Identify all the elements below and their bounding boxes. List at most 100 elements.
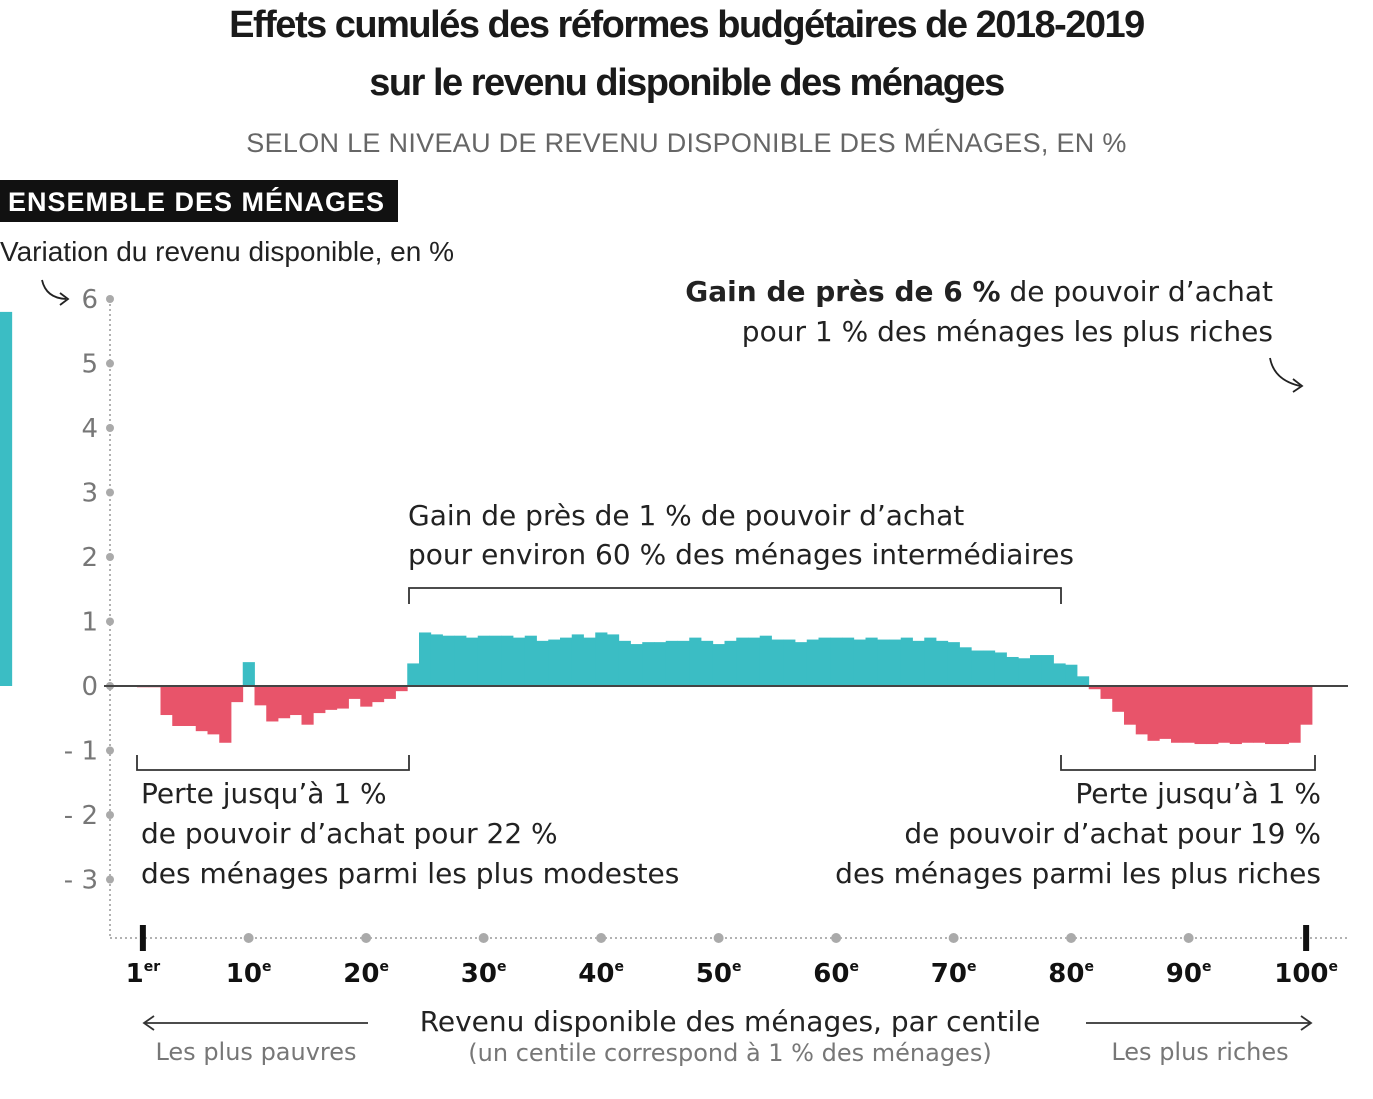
chart-title-line1: Effets cumulés des réformes budgétaires … — [229, 4, 1145, 46]
y-tick-label: 6 — [81, 285, 98, 315]
bar-centile-4 — [172, 686, 185, 726]
bar-centile-48 — [689, 637, 702, 686]
bar-centile-34 — [524, 635, 537, 686]
annotation-left-line3: des ménages parmi les plus modestes — [141, 857, 679, 890]
y-tick-dot — [106, 359, 114, 368]
x-tick-label: 100e — [1274, 959, 1338, 989]
x-tick-dot — [478, 933, 489, 943]
bar-centile-55 — [771, 639, 784, 686]
x-tick-mark — [139, 925, 146, 951]
bar-centile-5 — [184, 686, 197, 726]
annotations: Gain de près de 6 % de pouvoir d’achat po… — [136, 275, 1321, 890]
bar-centile-21 — [372, 686, 385, 703]
bar-centile-54 — [759, 635, 772, 686]
x-tick-dot — [713, 933, 724, 943]
bar-centile-66 — [900, 637, 913, 686]
annotation-middle-line2: pour environ 60 % des ménages intermédia… — [408, 538, 1074, 571]
bar-centile-70 — [947, 642, 960, 686]
bar-centile-79 — [1053, 663, 1066, 686]
bar-centile-93 — [1218, 686, 1231, 743]
bar-centile-91 — [1194, 686, 1207, 745]
bar-centile-12 — [266, 686, 279, 722]
bar-centile-10 — [242, 662, 255, 686]
bar-centile-8 — [219, 686, 232, 743]
y-tick-dot — [106, 746, 114, 755]
bar-centile-87 — [1147, 686, 1160, 741]
bar-centile-16 — [313, 686, 326, 714]
x-tick-label: 30e — [461, 959, 507, 989]
bar-centile-23 — [395, 686, 408, 692]
bar-centile-57 — [795, 642, 808, 686]
annotation-top-right-line2: pour 1 % des ménages les plus riches — [742, 315, 1273, 348]
direction-label-right: Les plus riches — [1111, 1038, 1288, 1066]
bar-centile-82 — [1088, 686, 1101, 690]
annotation-left-bracket — [136, 755, 410, 771]
chart-title-line2: sur le revenu disponible des ménages — [369, 62, 1005, 104]
bar-centile-37 — [560, 637, 573, 686]
bar-centile-50 — [712, 644, 725, 686]
y-tick-label: 0 — [81, 672, 98, 702]
bar-centile-84 — [1112, 686, 1125, 712]
y-tick-dot — [106, 295, 114, 303]
bar-centile-77 — [1030, 655, 1043, 686]
y-axis-title: Variation du revenu disponible, en % — [0, 236, 455, 267]
x-tick-label: 40e — [578, 959, 624, 989]
x-tick-label: 20e — [343, 959, 389, 989]
annotation-top-right-arrow-head — [1292, 378, 1304, 393]
x-tick-dot — [596, 933, 607, 943]
bar-centile-38 — [571, 634, 584, 686]
bar-centile-45 — [654, 642, 667, 686]
bar-centile-40 — [595, 632, 608, 686]
x-tick-dot — [948, 933, 959, 943]
x-tick-dot — [1183, 933, 1194, 943]
bar-centile-17 — [325, 686, 338, 710]
annotation-left-line1: Perte jusqu’à 1 % — [141, 777, 387, 810]
bar-centile-97 — [1265, 686, 1278, 745]
bar-centile-42 — [618, 640, 631, 686]
x-tick-label: 10e — [226, 959, 272, 989]
bar-centile-31 — [489, 635, 502, 686]
bar-centile-19 — [348, 686, 361, 699]
bar-centile-7 — [207, 686, 220, 735]
bar-centile-56 — [783, 639, 796, 686]
bar-centile-64 — [877, 639, 890, 686]
annotation-top-right-line1: Gain de près de 6 % de pouvoir d’achat — [685, 275, 1273, 308]
bar-centile-68 — [924, 637, 937, 686]
bar-centile-47 — [677, 640, 690, 686]
annotation-right-line1: Perte jusqu’à 1 % — [1075, 777, 1321, 810]
annotation-left-line2: de pouvoir d’achat pour 22 % — [141, 817, 558, 850]
bar-centile-20 — [360, 686, 373, 707]
right-direction-arrow-head — [1300, 1015, 1313, 1031]
bar-centile-15 — [301, 686, 314, 725]
bar-centile-92 — [1206, 686, 1219, 745]
left-direction-arrow-head — [142, 1015, 155, 1031]
bar-centile-81 — [1077, 676, 1090, 686]
section-label: ENSEMBLE DES MÉNAGES — [0, 180, 398, 222]
bar-centile-61 — [842, 637, 855, 686]
bar-centile-72 — [971, 650, 984, 686]
direction-label-left: Les plus pauvres — [155, 1038, 356, 1066]
bar-centile-44 — [642, 642, 655, 686]
x-tick-dot — [361, 933, 372, 943]
x-tick-dot — [243, 933, 254, 943]
x-tick-label: 1er — [126, 959, 161, 989]
y-tick-label: - 1 — [64, 737, 98, 767]
bar-centile-11 — [254, 686, 267, 706]
bar-centile-58 — [806, 639, 819, 686]
bar-centile-83 — [1100, 686, 1113, 699]
x-tick-label: 90e — [1166, 959, 1212, 989]
bar-centile-78 — [1041, 655, 1054, 686]
x-tick-label: 80e — [1048, 959, 1094, 989]
bar-centile-3 — [160, 686, 173, 716]
bar-centile-74 — [994, 652, 1007, 686]
bar-centile-9 — [231, 686, 244, 703]
annotation-right-line3: des ménages parmi les plus riches — [835, 857, 1321, 890]
bar-centile-35 — [536, 640, 549, 686]
x-tick-label: 50e — [696, 959, 742, 989]
y-tick-dot — [106, 617, 114, 626]
bar-centile-95 — [1241, 686, 1254, 743]
bar-centile-25 — [419, 632, 432, 686]
bar-centile-22 — [383, 686, 396, 699]
y-tick-dot — [106, 553, 114, 561]
